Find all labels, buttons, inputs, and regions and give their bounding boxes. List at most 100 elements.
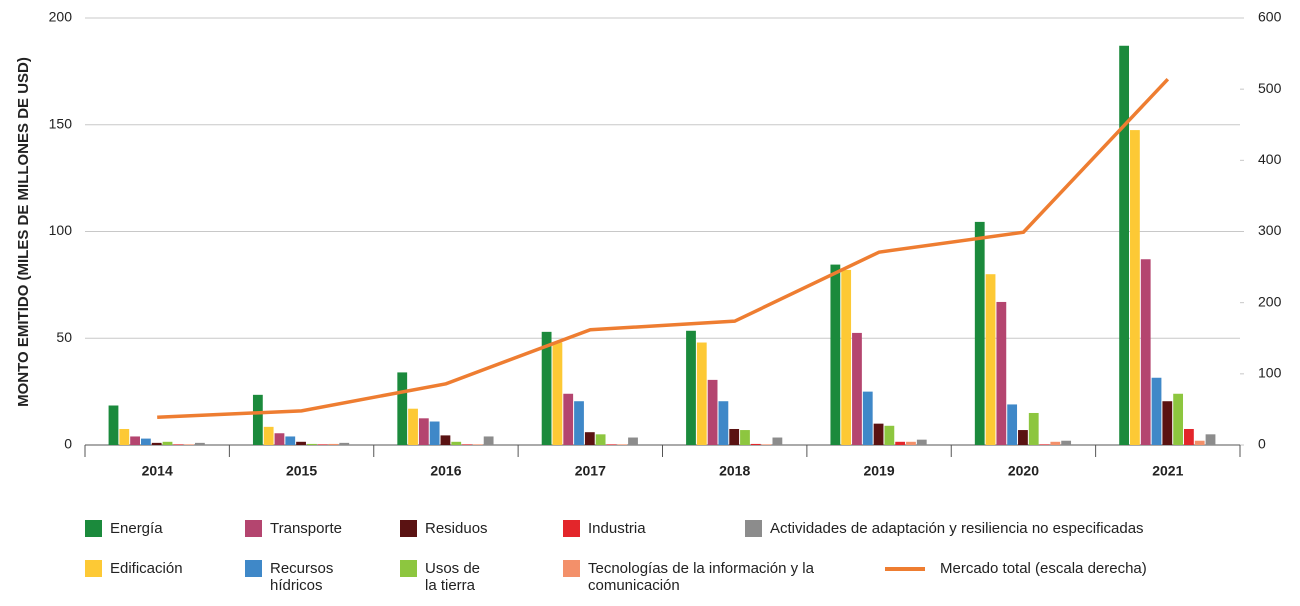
y2-tick-label: 100 (1258, 365, 1282, 381)
bar (483, 436, 494, 445)
bar (173, 444, 184, 445)
bar (595, 434, 606, 445)
bar (285, 436, 296, 445)
legend-swatch (245, 520, 262, 537)
bar (895, 441, 906, 445)
legend-swatch (85, 560, 102, 577)
bar (440, 435, 451, 445)
legend-swatch (85, 520, 102, 537)
y2-tick-label: 600 (1258, 9, 1282, 25)
bar (184, 444, 194, 445)
legend-label: Edificación (110, 560, 183, 577)
legend-swatch (885, 567, 925, 571)
bar (306, 443, 317, 445)
bar (1050, 441, 1061, 445)
bar (140, 438, 151, 445)
y-tick-label: 50 (56, 329, 72, 345)
legend-swatch (563, 560, 580, 577)
legend-label: Residuos (425, 520, 488, 537)
bar (740, 430, 750, 445)
y-tick-label: 100 (49, 222, 73, 238)
bar (462, 444, 472, 445)
x-tick-label: 2020 (1008, 463, 1039, 479)
x-tick-label: 2021 (1152, 463, 1183, 479)
bar (1194, 440, 1205, 445)
bar (974, 221, 985, 445)
bar (916, 439, 927, 445)
bar (996, 301, 1007, 445)
bar (1018, 430, 1028, 445)
y-axis-label: MONTO EMITIDO (MILES DE MILLONES DE USD) (15, 57, 32, 407)
bar (906, 441, 916, 445)
x-tick-label: 2016 (430, 463, 461, 479)
bar (852, 332, 862, 445)
legend-label: Usos de la tierra (425, 560, 481, 594)
bar (606, 444, 617, 445)
bar (263, 426, 274, 445)
bar (772, 437, 783, 445)
bar (841, 269, 852, 445)
bar (397, 372, 408, 445)
bar (328, 443, 339, 445)
legend-swatch (245, 560, 262, 577)
legend-label: Recursos hídricos (270, 560, 334, 594)
y2-tick-label: 200 (1258, 293, 1282, 309)
bar (418, 418, 429, 445)
bar (696, 342, 707, 445)
bar (541, 331, 552, 445)
legend-label: Tecnologías de la información y la comun… (588, 560, 814, 594)
bar (162, 441, 173, 445)
legend-label: Mercado total (escala derecha) (940, 560, 1147, 577)
bar (1007, 404, 1018, 445)
legend-label: Transporte (270, 520, 342, 537)
bar (1028, 412, 1039, 445)
bar (563, 393, 574, 445)
bar (1140, 259, 1151, 445)
bar (584, 432, 595, 445)
bar (552, 342, 563, 445)
bar (151, 442, 162, 445)
bar (830, 264, 841, 445)
y-tick-label: 200 (49, 9, 73, 25)
bar (1173, 393, 1184, 445)
bar (686, 330, 696, 445)
bar (339, 442, 350, 445)
bar (296, 441, 306, 445)
x-tick-label: 2014 (142, 463, 173, 479)
bar (862, 391, 873, 445)
y-tick-label: 150 (49, 115, 73, 131)
bar (194, 442, 205, 445)
bar (761, 444, 772, 445)
bar (451, 441, 462, 445)
legend-label: Energía (110, 520, 163, 537)
y2-tick-label: 500 (1258, 80, 1282, 96)
bar (108, 405, 119, 445)
bar (617, 444, 628, 445)
legend-label: Industria (588, 520, 646, 537)
bar (1119, 45, 1130, 445)
legend-swatch (400, 560, 417, 577)
y2-tick-label: 300 (1258, 222, 1282, 238)
bar (707, 379, 718, 445)
bar (1039, 444, 1050, 445)
bar (750, 443, 761, 445)
x-tick-label: 2018 (719, 463, 750, 479)
x-tick-label: 2017 (575, 463, 606, 479)
legend-swatch (400, 520, 417, 537)
bar (317, 444, 328, 445)
legend-swatch (563, 520, 580, 537)
bar (252, 394, 263, 445)
bar (884, 425, 895, 445)
x-tick-label: 2019 (863, 463, 894, 479)
bar (429, 421, 440, 445)
bar (1130, 130, 1140, 445)
bar (1162, 401, 1173, 445)
bar (729, 428, 740, 445)
bar (985, 274, 996, 445)
bar (130, 436, 140, 445)
bar (274, 433, 285, 445)
legend-swatch (745, 520, 762, 537)
bar (1184, 428, 1194, 445)
